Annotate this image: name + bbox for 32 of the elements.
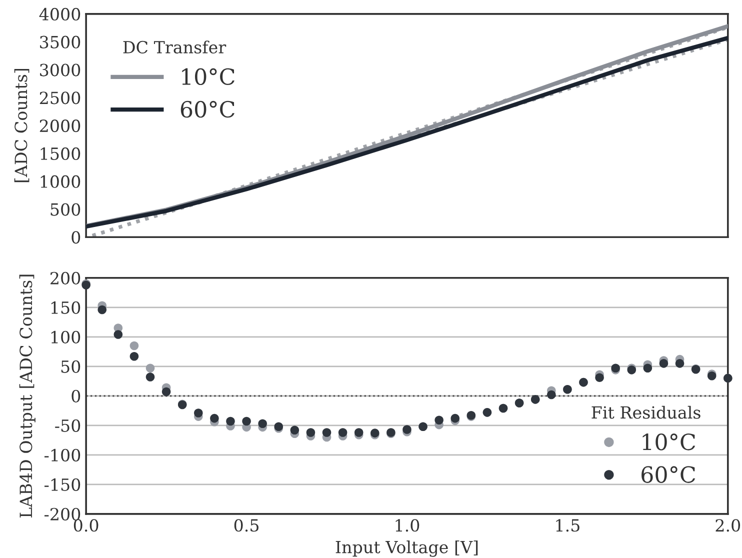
y-tick-label: 0 [72, 231, 80, 244]
y-tick-label: -150 [44, 478, 80, 491]
y-tick-label: 2000 [40, 120, 80, 132]
x-tick-label: 0.5 [234, 519, 258, 532]
y-tick-label: 0 [72, 390, 80, 402]
y-axis-title: [ADC Counts] [14, 69, 30, 182]
y-tick-label: 4000 [39, 8, 80, 21]
legend-label: 10°C [182, 68, 234, 86]
legend-label: 10°C [642, 434, 696, 450]
y-tick-label: 1500 [40, 147, 80, 160]
y-tick-label: 200 [50, 272, 80, 284]
x-axis-title: Input Voltage [V] [336, 540, 478, 557]
y-tick-label: 1000 [40, 175, 80, 188]
y-tick-label: -200 [44, 508, 80, 520]
x-tick-label: 0.0 [74, 519, 98, 532]
y-tick-label: 3500 [40, 36, 80, 48]
legend-title: DC Transfer [123, 40, 226, 54]
legend-label: 60°C [180, 100, 234, 118]
x-tick-label: 1.0 [396, 519, 420, 532]
y-tick-label: 3000 [40, 64, 80, 76]
y-tick-label: 500 [50, 203, 80, 216]
y-tick-label: 150 [51, 301, 80, 314]
y-tick-label: -50 [55, 419, 80, 432]
y-tick-label: 100 [51, 330, 80, 344]
y-tick-label: 50 [61, 360, 80, 373]
x-tick-label: 1.5 [556, 519, 580, 532]
x-tick-label: 2.0 [716, 519, 740, 532]
legend-title: Fit Residuals [592, 406, 700, 419]
legend-label: 60°C [642, 466, 696, 483]
y-axis-title: LAB4D Output [ADC Counts] [19, 274, 36, 518]
y-tick-label: -100 [44, 448, 80, 462]
y-tick-label: 2500 [40, 92, 80, 104]
